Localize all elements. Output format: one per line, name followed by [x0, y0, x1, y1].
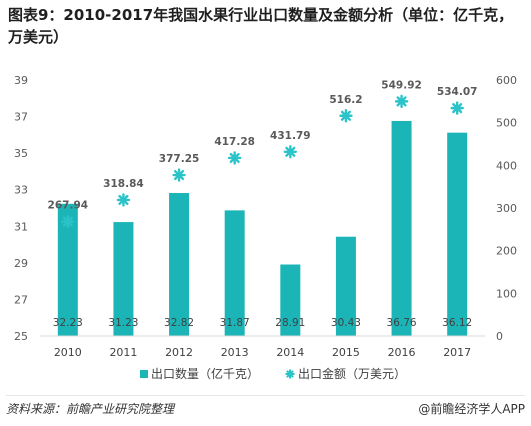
right-tick-label: 300	[496, 202, 517, 215]
point-data-label: 534.07	[437, 86, 478, 98]
legend-label-bar: 出口数量（亿千克）	[151, 366, 259, 381]
right-tick-label: 400	[496, 159, 517, 172]
left-tick-label: 27	[14, 293, 28, 306]
x-tick-label: 2017	[443, 346, 471, 359]
point-data-label: 377.25	[159, 153, 200, 165]
footer: 资料来源：前瞻产业研究院整理 @前瞻经济学人APP	[6, 400, 525, 420]
point-data-label: 318.84	[103, 178, 144, 190]
chart-title: 图表9：2010-2017年我国水果行业出口数量及金额分析（单位：亿千克，万美元…	[8, 6, 514, 46]
bar-data-label: 31.23	[108, 317, 138, 329]
point-data-label: 549.92	[381, 79, 422, 91]
x-tick-label: 2014	[276, 346, 304, 359]
scatter-point	[394, 94, 409, 109]
x-tick-label: 2010	[54, 346, 82, 359]
scatter-point	[283, 145, 298, 159]
brand-label: @前瞻经济学人APP	[418, 402, 525, 416]
x-tick-label: 2016	[388, 346, 416, 359]
left-tick-label: 29	[14, 257, 28, 270]
bar	[335, 236, 356, 336]
bar-data-label: 28.91	[275, 317, 305, 329]
point-data-label: 417.28	[214, 136, 255, 148]
legend: 出口数量（亿千克） 出口金额（万美元）	[140, 366, 406, 381]
legend-swatch-point	[285, 369, 295, 379]
left-tick-label: 39	[14, 74, 28, 87]
footer-divider	[6, 395, 525, 396]
scatter-point	[116, 193, 131, 207]
x-tick-label: 2012	[165, 346, 193, 359]
scatter-point	[61, 214, 75, 229]
left-tick-label: 25	[14, 330, 28, 343]
x-tick-label: 2013	[221, 346, 249, 359]
bar	[447, 132, 468, 336]
legend-label-point: 出口金额（万美元）	[298, 366, 406, 381]
bar	[224, 210, 245, 336]
scatter-point	[450, 101, 464, 115]
bar-data-label: 31.87	[220, 317, 250, 329]
right-tick-label: 0	[496, 330, 503, 343]
x-axis: 2010 2011 2012 2013 2014 2015 2016 2017	[40, 335, 485, 359]
scatter-point	[339, 109, 353, 123]
left-tick-label: 31	[14, 220, 28, 233]
scatter-series: 267.94 318.84 377.25 417.28 431.79 516.2 549.9…	[48, 79, 478, 229]
x-tick-label: 2011	[109, 346, 137, 359]
left-tick-label: 35	[14, 147, 28, 160]
bar-data-label: 36.12	[442, 317, 472, 329]
bar	[113, 222, 134, 336]
point-data-label: 431.79	[270, 130, 311, 142]
bar-data-label: 32.82	[164, 317, 194, 329]
point-data-label: 267.94	[48, 200, 89, 212]
right-tick-label: 100	[496, 287, 517, 300]
bar	[280, 264, 301, 336]
left-tick-label: 33	[14, 184, 28, 197]
bar-series: 32.23 31.23 32.82 31.87 28.91 30.43 36.76 36.12	[53, 120, 472, 337]
bar	[391, 120, 412, 337]
bar	[169, 193, 190, 336]
scatter-point	[172, 168, 186, 182]
right-tick-label: 600	[496, 74, 517, 87]
point-data-label: 516.2	[329, 94, 362, 106]
scatter-point	[227, 151, 242, 165]
right-tick-label: 200	[496, 245, 517, 258]
bar-data-label: 36.76	[387, 317, 417, 329]
left-tick-label: 37	[14, 111, 28, 124]
legend-swatch-bar	[140, 370, 148, 378]
x-tick-label: 2015	[332, 346, 360, 359]
bar-data-label: 30.43	[331, 317, 361, 329]
source-note: 资料来源：前瞻产业研究院整理	[6, 402, 175, 416]
right-axis: 0 100 200 300 400 500 600	[496, 74, 517, 343]
right-tick-label: 500	[496, 117, 517, 130]
left-axis: 25 27 29 31 33 35 37 39	[14, 74, 28, 343]
bar-data-label: 32.23	[53, 317, 83, 329]
bar	[57, 203, 78, 336]
